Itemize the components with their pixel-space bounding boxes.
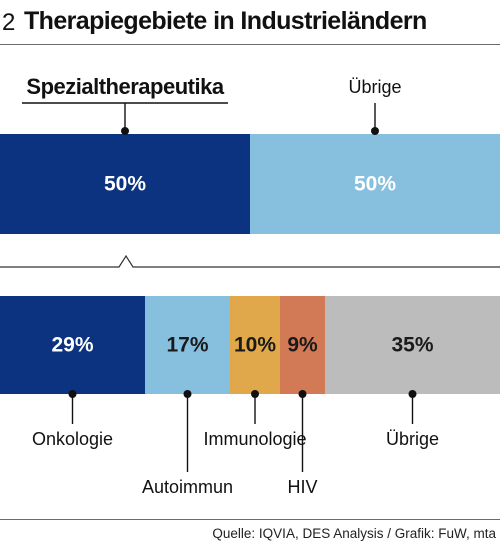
segment-name-label: Spezialtherapeutika <box>26 74 224 99</box>
breakdown-connector <box>0 254 500 268</box>
segment-value-label: 9% <box>287 334 318 357</box>
segment-value-label: 35% <box>391 334 433 357</box>
segment-name-label: HIV <box>287 477 317 497</box>
bar-segment-uebrige <box>250 134 500 234</box>
bar-segment-uebrige <box>325 296 500 394</box>
bar-segment-immunologie <box>230 296 280 394</box>
chart-title: Therapiegebiete in Industrieländern <box>24 7 427 35</box>
segment-value-label: 10% <box>234 334 276 357</box>
segment-name-label: Übrige <box>386 429 439 449</box>
title-divider <box>0 44 500 45</box>
segment-name-label: Immunologie <box>203 429 306 449</box>
bar-segment-spezialtherapeutika <box>0 134 250 234</box>
segment-name-label: Übrige <box>348 77 401 97</box>
source-divider <box>0 519 500 520</box>
leader-dot <box>371 127 379 135</box>
segment-value-label: 29% <box>51 334 93 357</box>
bar-segment-hiv <box>280 296 325 394</box>
segment-value-label: 17% <box>166 334 208 357</box>
leader-dot <box>121 127 129 135</box>
segment-value-label: 50% <box>104 173 146 196</box>
segment-value-label: 50% <box>354 173 396 196</box>
bar-segment-autoimmun <box>145 296 230 394</box>
source-note: Quelle: IQVIA, DES Analysis / Grafik: Fu… <box>212 526 496 541</box>
figure-number: 2 <box>2 9 16 36</box>
segment-name-label: Onkologie <box>32 429 113 449</box>
bar-segment-onkologie <box>0 296 145 394</box>
segment-name-label: Autoimmun <box>142 477 233 497</box>
